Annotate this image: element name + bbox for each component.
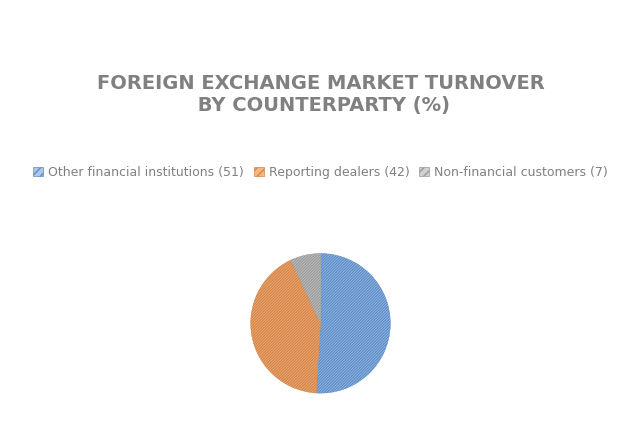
Legend: Other financial institutions (51), Reporting dealers (42), Non-financial custome: Other financial institutions (51), Repor… — [28, 161, 613, 184]
Wedge shape — [316, 254, 390, 393]
Wedge shape — [251, 260, 320, 393]
Wedge shape — [291, 254, 320, 323]
Title: FOREIGN EXCHANGE MARKET TURNOVER
 BY COUNTERPARTY (%): FOREIGN EXCHANGE MARKET TURNOVER BY COUN… — [97, 75, 544, 116]
